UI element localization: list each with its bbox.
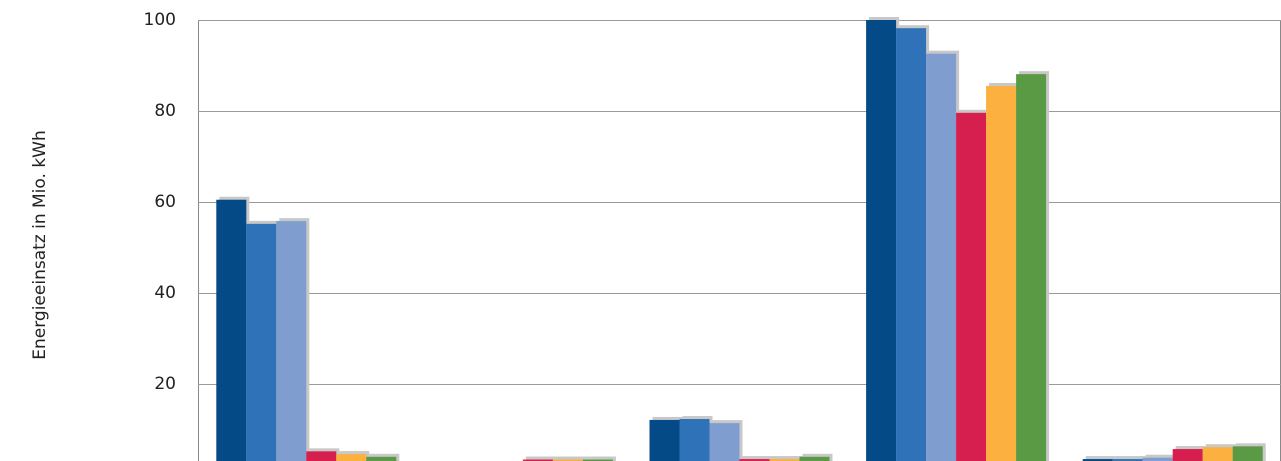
bar xyxy=(1082,459,1113,461)
bar xyxy=(1016,74,1047,461)
bar xyxy=(276,221,307,461)
y-tick-label: 80 xyxy=(154,101,176,121)
bar xyxy=(926,53,957,461)
bar xyxy=(956,112,987,461)
bar xyxy=(986,85,1017,461)
bar-shadow xyxy=(742,456,773,461)
bar xyxy=(1172,449,1203,461)
bar xyxy=(896,28,927,461)
bar xyxy=(709,423,740,461)
y-tick-label: 20 xyxy=(154,374,176,394)
bar xyxy=(552,459,583,461)
y-tick-label: 60 xyxy=(154,192,176,212)
bar xyxy=(366,456,397,461)
bar-shadow xyxy=(1085,456,1116,461)
bar xyxy=(866,20,897,461)
bar xyxy=(739,459,770,461)
y-tick-label: 40 xyxy=(154,283,176,303)
bar xyxy=(1112,459,1143,461)
bar-shadow xyxy=(772,456,803,461)
bar xyxy=(522,459,553,461)
bar-shadow xyxy=(555,456,586,461)
bar-shadow xyxy=(525,456,556,461)
bar xyxy=(769,459,800,461)
bar xyxy=(306,451,337,461)
bar xyxy=(246,223,277,461)
bar xyxy=(582,459,613,461)
y-tick-label: 100 xyxy=(144,10,176,30)
bar-shadow xyxy=(585,456,616,461)
bar xyxy=(679,419,710,461)
bar xyxy=(1232,446,1263,461)
bar xyxy=(1202,447,1233,461)
bar-shadow xyxy=(1115,456,1146,461)
y-axis-label: Energieeinsatz in Mio. kWh xyxy=(30,130,50,360)
bar xyxy=(216,199,247,461)
bar xyxy=(649,419,680,461)
bar xyxy=(336,454,367,461)
bar xyxy=(799,456,830,461)
bar xyxy=(1142,457,1173,461)
